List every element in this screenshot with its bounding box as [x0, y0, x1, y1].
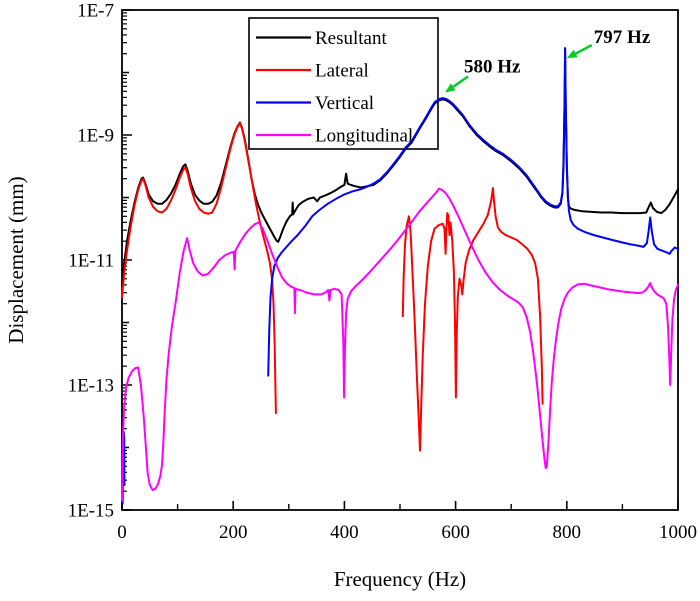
- annotation-arrow-line: [452, 75, 469, 88]
- x-tick-label: 800: [553, 522, 582, 543]
- legend-entry-label: Lateral: [315, 61, 369, 82]
- series-longitudinal-line: [121, 187, 679, 502]
- x-axis-title: Frequency (Hz): [334, 567, 466, 591]
- plot-area: [121, 47, 679, 505]
- y-axis-title: Displacement (mm): [4, 176, 28, 343]
- y-tick-label: 1E-15: [68, 501, 114, 522]
- series-vertical-line: [267, 47, 679, 377]
- plot-frame: [121, 9, 679, 511]
- annotation-arrow-line: [575, 44, 593, 55]
- y-tick-label: 1E-7: [77, 1, 114, 22]
- y-tick-label: 1E-11: [68, 251, 114, 272]
- legend: Resultant Lateral Vertical Longitudinal: [248, 17, 439, 150]
- x-tick-label: 200: [219, 522, 248, 543]
- annotation-arrowhead: [566, 49, 578, 59]
- legend-entry-label: Resultant: [315, 28, 387, 49]
- annotations-layer: 580 Hz 797 Hz: [445, 27, 651, 93]
- y-tick-label: 1E-13: [68, 376, 114, 397]
- legend-entry-label: Longitudinal: [315, 126, 413, 147]
- annotation-797-hz-label: 797 Hz: [594, 27, 651, 48]
- y-tick-label: 1E-9: [77, 126, 114, 147]
- legend-entry-label: Vertical: [315, 93, 374, 114]
- x-tick-label: 400: [330, 522, 359, 543]
- series-lateral-line: [401, 187, 544, 452]
- x-tick-label: 600: [441, 522, 470, 543]
- annotation-580-hz-label: 580 Hz: [464, 57, 521, 78]
- annotation-arrowhead: [445, 83, 456, 93]
- legend-box: [248, 17, 439, 150]
- axes-layer: 0 200 400 600 800 1000 1E-15 1E-13 1E-11 1E-9 1E-7: [68, 1, 697, 544]
- x-tick-label: 1000: [659, 522, 697, 543]
- series-lateral-line: [121, 122, 277, 415]
- x-tick-label: 0: [117, 522, 127, 543]
